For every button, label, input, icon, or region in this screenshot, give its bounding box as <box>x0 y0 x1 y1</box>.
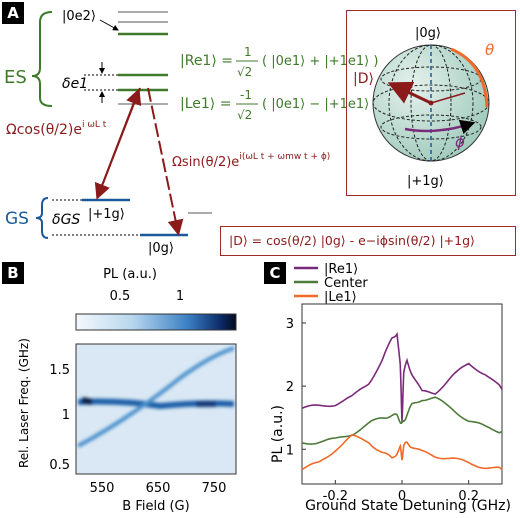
gs-label: GS <box>5 209 29 229</box>
d-vector <box>387 81 432 105</box>
phi-arc <box>404 119 476 135</box>
series-line-2 <box>301 433 503 471</box>
heatmap-xtick-1: 650 <box>146 481 171 496</box>
y-tick-label: 2 <box>286 380 294 395</box>
state-p1g: |+1g⟩ <box>88 207 125 222</box>
heatmap-area <box>75 343 237 475</box>
chart-xlabel: Ground State Detuning (GHz) <box>305 498 511 514</box>
r-state-label: |Re1⟩ = <box>180 53 233 69</box>
legend-label-1: Center <box>324 276 368 291</box>
colorbar-tick-1: 1 <box>176 289 184 304</box>
level-0e2-pointer <box>99 19 119 31</box>
bloch-theta-label: θ <box>485 41 494 59</box>
l-frac-den: √2 <box>237 108 252 122</box>
x-tick-label: -0.2 <box>323 489 348 504</box>
es-label: ES <box>4 67 27 88</box>
bloch-top-label: |0g⟩ <box>415 26 441 41</box>
drive-arrow-1b <box>97 88 142 197</box>
heatmap-xlabel: B Field (G) <box>122 499 189 514</box>
panel-b-heatmap: PL (a.u.) 0.5 1 Rel. Laser Freq. (GHz) 1… <box>17 267 237 514</box>
theta-arc <box>450 47 489 108</box>
chart-legend: |Re1⟩Center|Le1⟩ <box>294 262 368 305</box>
heatmap-xtick-2: 750 <box>202 481 227 496</box>
omega-sin-label: Ωsin(θ/2)ei(ωL t + ωmw t + ϕ) <box>172 152 330 170</box>
heatmap-ylabel: Rel. Laser Freq. (GHz) <box>17 338 31 468</box>
panel-c-label: C <box>264 262 286 284</box>
dark-state-box: |D⟩ = cos(θ/2) |0g⟩ - e−iϕsin(θ/2) |+1g⟩ <box>220 226 516 256</box>
bloch-d-label: |D⟩ <box>353 71 374 87</box>
delta-e1-label: δe1 <box>62 76 88 92</box>
colorbar <box>75 313 237 331</box>
x-tick-label: 0.2 <box>458 489 479 504</box>
heatmap-xtick-0: 550 <box>90 481 115 496</box>
bloch-sphere-box: |0g⟩ |+1g⟩ |D⟩ θ ϕ <box>346 10 516 196</box>
l-state-label: |Le1⟩ = <box>180 96 231 112</box>
d-vector-proj <box>430 92 466 104</box>
heatmap-ytick-0: 1.5 <box>49 363 70 378</box>
state-0g: |0g⟩ <box>148 241 174 256</box>
heatmap-ytick-1: 1 <box>62 408 70 423</box>
l-rhs: ( |0e1⟩ − |+1e1⟩ ) <box>262 97 378 112</box>
legend-label-0: |Re1⟩ <box>324 262 358 277</box>
bloch-phi-label: ϕ <box>455 133 465 151</box>
heatmap-ytick-2: 0.5 <box>49 458 70 473</box>
y-tick-label: 3 <box>286 317 294 332</box>
omega-cos-label: Ωcos(θ/2)ei ωL t <box>6 120 107 138</box>
chart-ylabel: PL (a.u.) <box>270 405 286 463</box>
x-tick-label: 0 <box>398 489 406 504</box>
state-0e2: |0e2⟩ <box>62 9 96 24</box>
legend-label-2: |Le1⟩ <box>324 290 357 305</box>
colorbar-tick-0: 0.5 <box>110 289 131 304</box>
panel-a-label: A <box>2 2 24 24</box>
r-frac-den: √2 <box>237 65 252 79</box>
delta-gs-label: δGS <box>52 212 80 228</box>
es-bracket <box>31 11 53 107</box>
bloch-sphere: |0g⟩ |+1g⟩ |D⟩ θ ϕ <box>353 26 494 189</box>
energy-level-diagram: ES |0e2⟩ δe1 GS δGS |+1g⟩ |0g⟩ Ωcos(θ/2)… <box>4 9 378 256</box>
panel-c-chart: |Re1⟩Center|Le1⟩ -0.2 0 0.2 3 2 1 PL (a.u.) G… <box>270 262 511 514</box>
r-rhs: ( |0e1⟩ + |+1e1⟩ ) <box>262 54 378 69</box>
y-tick-label: 1 <box>286 443 294 458</box>
dark-state-equation: |D⟩ = cos(θ/2) |0g⟩ - e−iϕsin(θ/2) |+1g⟩ <box>229 233 475 248</box>
gs-bracket <box>35 197 49 239</box>
bloch-bottom-label: |+1g⟩ <box>407 174 444 189</box>
l-frac-num: -1 <box>240 88 252 102</box>
drive-arrow-2 <box>147 87 184 236</box>
colorbar-title: PL (a.u.) <box>103 267 157 282</box>
panel-b-label: B <box>2 262 24 284</box>
r-frac-num: 1 <box>244 45 252 59</box>
series-line-0 <box>301 331 503 423</box>
